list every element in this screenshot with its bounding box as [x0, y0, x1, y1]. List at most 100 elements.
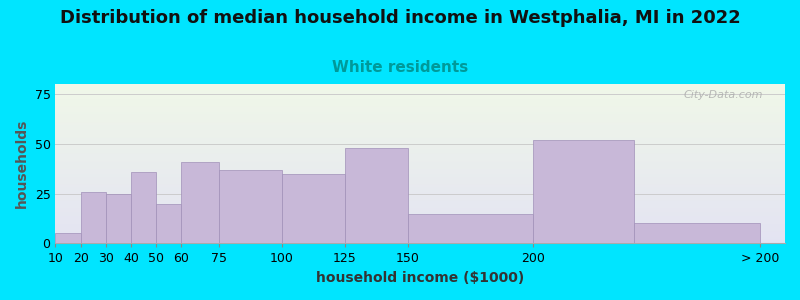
- Bar: [55, 150, 785, 151]
- Bar: [55, 94, 785, 95]
- Bar: [55, 204, 785, 205]
- Bar: [55, 207, 785, 208]
- X-axis label: household income ($1000): household income ($1000): [316, 271, 524, 285]
- Bar: [55, 164, 785, 165]
- Bar: [55, 126, 785, 127]
- Bar: [55, 210, 785, 211]
- Bar: [55, 107, 785, 108]
- Bar: [55, 205, 785, 206]
- Bar: [55, 156, 785, 157]
- Bar: [55, 151, 785, 152]
- Bar: [55, 127, 785, 128]
- Bar: [55, 176, 785, 177]
- Bar: [55, 157, 785, 158]
- Bar: [55, 85, 785, 86]
- Bar: [55, 130, 785, 131]
- Bar: [55, 189, 785, 190]
- Bar: [55, 102, 785, 103]
- Bar: [55, 129, 785, 130]
- Bar: [55, 208, 785, 209]
- Bar: [55, 233, 81, 243]
- Bar: [55, 147, 785, 148]
- Bar: [55, 122, 785, 123]
- Bar: [55, 84, 785, 85]
- Bar: [55, 117, 785, 118]
- Bar: [55, 91, 785, 92]
- Bar: [55, 159, 785, 160]
- Bar: [55, 133, 785, 134]
- Bar: [55, 132, 785, 133]
- Bar: [55, 225, 785, 226]
- Bar: [55, 213, 785, 214]
- Bar: [55, 161, 785, 162]
- Bar: [55, 153, 785, 154]
- Bar: [55, 202, 785, 203]
- Bar: [55, 188, 785, 189]
- Bar: [55, 138, 785, 139]
- Bar: [55, 155, 785, 156]
- Bar: [131, 172, 156, 243]
- Bar: [55, 97, 785, 98]
- Bar: [55, 239, 785, 240]
- Text: Distribution of median household income in Westphalia, MI in 2022: Distribution of median household income …: [60, 9, 740, 27]
- Bar: [55, 197, 785, 198]
- Bar: [55, 171, 785, 172]
- Bar: [55, 212, 785, 213]
- Bar: [55, 196, 785, 197]
- Bar: [55, 186, 785, 187]
- Bar: [55, 229, 785, 230]
- Bar: [55, 106, 785, 107]
- Bar: [55, 148, 785, 149]
- Bar: [55, 101, 785, 102]
- Bar: [55, 145, 785, 146]
- Bar: [55, 114, 785, 115]
- Bar: [55, 112, 785, 113]
- Bar: [55, 154, 785, 155]
- Bar: [55, 226, 785, 227]
- Bar: [55, 241, 785, 242]
- Bar: [55, 201, 785, 202]
- Bar: [55, 162, 785, 163]
- Bar: [55, 242, 785, 243]
- Bar: [55, 191, 785, 192]
- Bar: [55, 178, 785, 179]
- Bar: [55, 139, 785, 140]
- Bar: [55, 116, 785, 117]
- Bar: [55, 103, 785, 104]
- Bar: [55, 111, 785, 112]
- Bar: [55, 89, 785, 90]
- Bar: [55, 203, 785, 204]
- Bar: [55, 90, 785, 91]
- Bar: [182, 162, 219, 243]
- Bar: [55, 105, 785, 106]
- Bar: [55, 86, 785, 87]
- Bar: [55, 165, 785, 166]
- Bar: [55, 144, 785, 145]
- Bar: [55, 140, 785, 141]
- Bar: [55, 128, 785, 129]
- Bar: [55, 123, 785, 124]
- Bar: [55, 110, 785, 111]
- Bar: [55, 177, 785, 178]
- Bar: [55, 219, 785, 220]
- Bar: [55, 131, 785, 132]
- Bar: [55, 120, 785, 121]
- Bar: [55, 190, 785, 191]
- Bar: [55, 100, 785, 101]
- Bar: [55, 193, 785, 194]
- Bar: [534, 140, 634, 243]
- Bar: [55, 222, 785, 223]
- Bar: [55, 233, 785, 234]
- Bar: [55, 172, 785, 173]
- Bar: [55, 181, 785, 182]
- Bar: [55, 115, 785, 116]
- Bar: [55, 108, 785, 109]
- Bar: [55, 183, 785, 184]
- Bar: [55, 199, 785, 200]
- Bar: [106, 194, 131, 243]
- Bar: [55, 234, 785, 235]
- Bar: [55, 96, 785, 97]
- Bar: [55, 163, 785, 164]
- Bar: [55, 175, 785, 176]
- Bar: [55, 136, 785, 137]
